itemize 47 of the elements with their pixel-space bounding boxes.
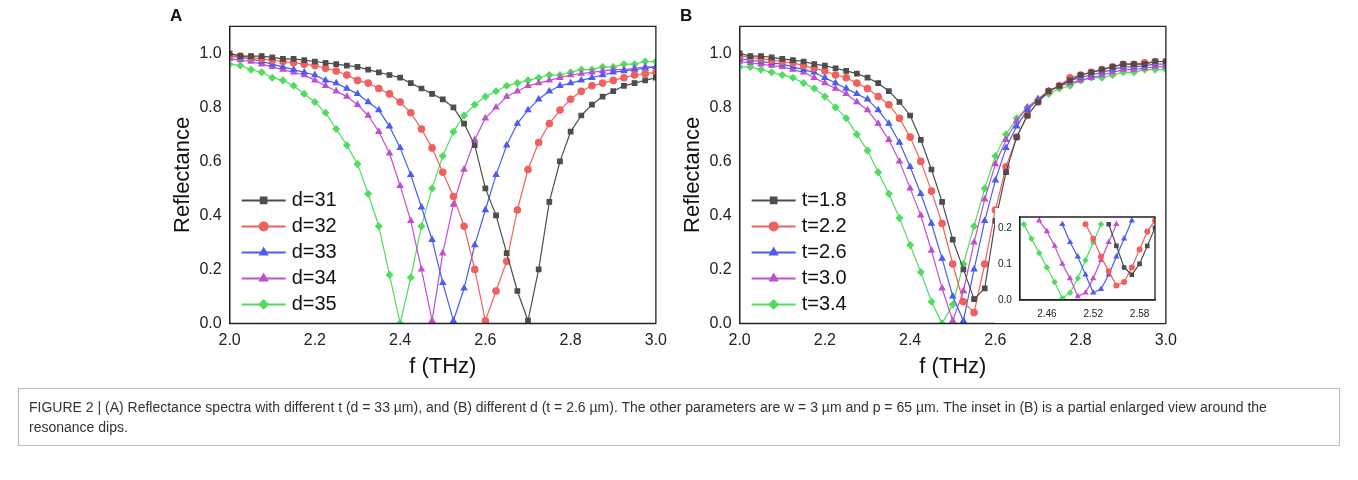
y-axis-title: Reflectance — [679, 116, 705, 233]
y-tick-label: 0.6 — [199, 151, 222, 169]
legend-label: t=1.8 — [801, 187, 847, 210]
x-tick-label: 2.8 — [559, 331, 582, 349]
legend-label: d=33 — [291, 239, 337, 262]
x-tick-label: 2.46 — [1037, 307, 1058, 319]
x-tick-label: 2.58 — [1129, 307, 1150, 319]
x-tick-label: 2.2 — [813, 331, 837, 349]
chart-title: A — [170, 5, 183, 25]
y-tick-label: 0.0 — [998, 293, 1013, 305]
legend-label: t=3.4 — [801, 291, 847, 314]
legend-label: d=32 — [291, 213, 337, 236]
x-tick-label: 2.6 — [474, 331, 497, 349]
legend-label: t=2.2 — [801, 213, 847, 236]
x-axis-title: f (THz) — [919, 352, 987, 378]
y-tick-label: 0.0 — [709, 313, 732, 331]
y-tick-label: 0.4 — [709, 205, 732, 223]
x-tick-label: 2.8 — [1069, 331, 1092, 349]
x-tick-label: 2.4 — [899, 331, 922, 349]
legend-label: d=31 — [291, 187, 337, 210]
x-tick-label: 2.6 — [984, 331, 1007, 349]
legend-label: t=2.6 — [801, 239, 847, 262]
x-tick-label: 3.0 — [1154, 331, 1178, 349]
legend-label: d=35 — [291, 291, 337, 314]
x-tick-label: 2.2 — [303, 331, 327, 349]
x-tick-label: 2.4 — [389, 331, 412, 349]
legend-label: t=3.0 — [801, 265, 847, 288]
y-axis-title: Reflectance — [169, 116, 195, 233]
y-tick-label: 1.0 — [709, 43, 732, 61]
y-tick-label: 0.4 — [199, 205, 222, 223]
legend-label: d=34 — [291, 265, 337, 288]
caption: FIGURE 2 | (A) Reflectance spectra with different t (d = 33 µm), and (B) different d (t = 2.6 µm). The other parameters are w = 3 µm and p = 65 µm. The inset in (B) is a partial enlarged view around the resonance dips. — [18, 388, 1340, 446]
y-tick-label: 0.0 — [199, 313, 222, 331]
x-tick-label: 3.0 — [644, 331, 668, 349]
x-tick-label: 2.0 — [728, 331, 751, 349]
y-tick-label: 1.0 — [199, 43, 222, 61]
y-tick-label: 0.2 — [998, 221, 1013, 233]
chart-title: B — [680, 5, 693, 25]
x-tick-label: 2.0 — [218, 331, 241, 349]
y-tick-label: 0.8 — [709, 97, 732, 115]
y-tick-label: 0.2 — [199, 259, 222, 277]
x-tick-label: 2.52 — [1083, 307, 1104, 319]
y-tick-label: 0.1 — [998, 257, 1013, 269]
y-tick-label: 0.8 — [199, 97, 222, 115]
y-tick-label: 0.6 — [709, 151, 732, 169]
y-tick-label: 0.2 — [709, 259, 732, 277]
x-axis-title: f (THz) — [409, 352, 477, 378]
